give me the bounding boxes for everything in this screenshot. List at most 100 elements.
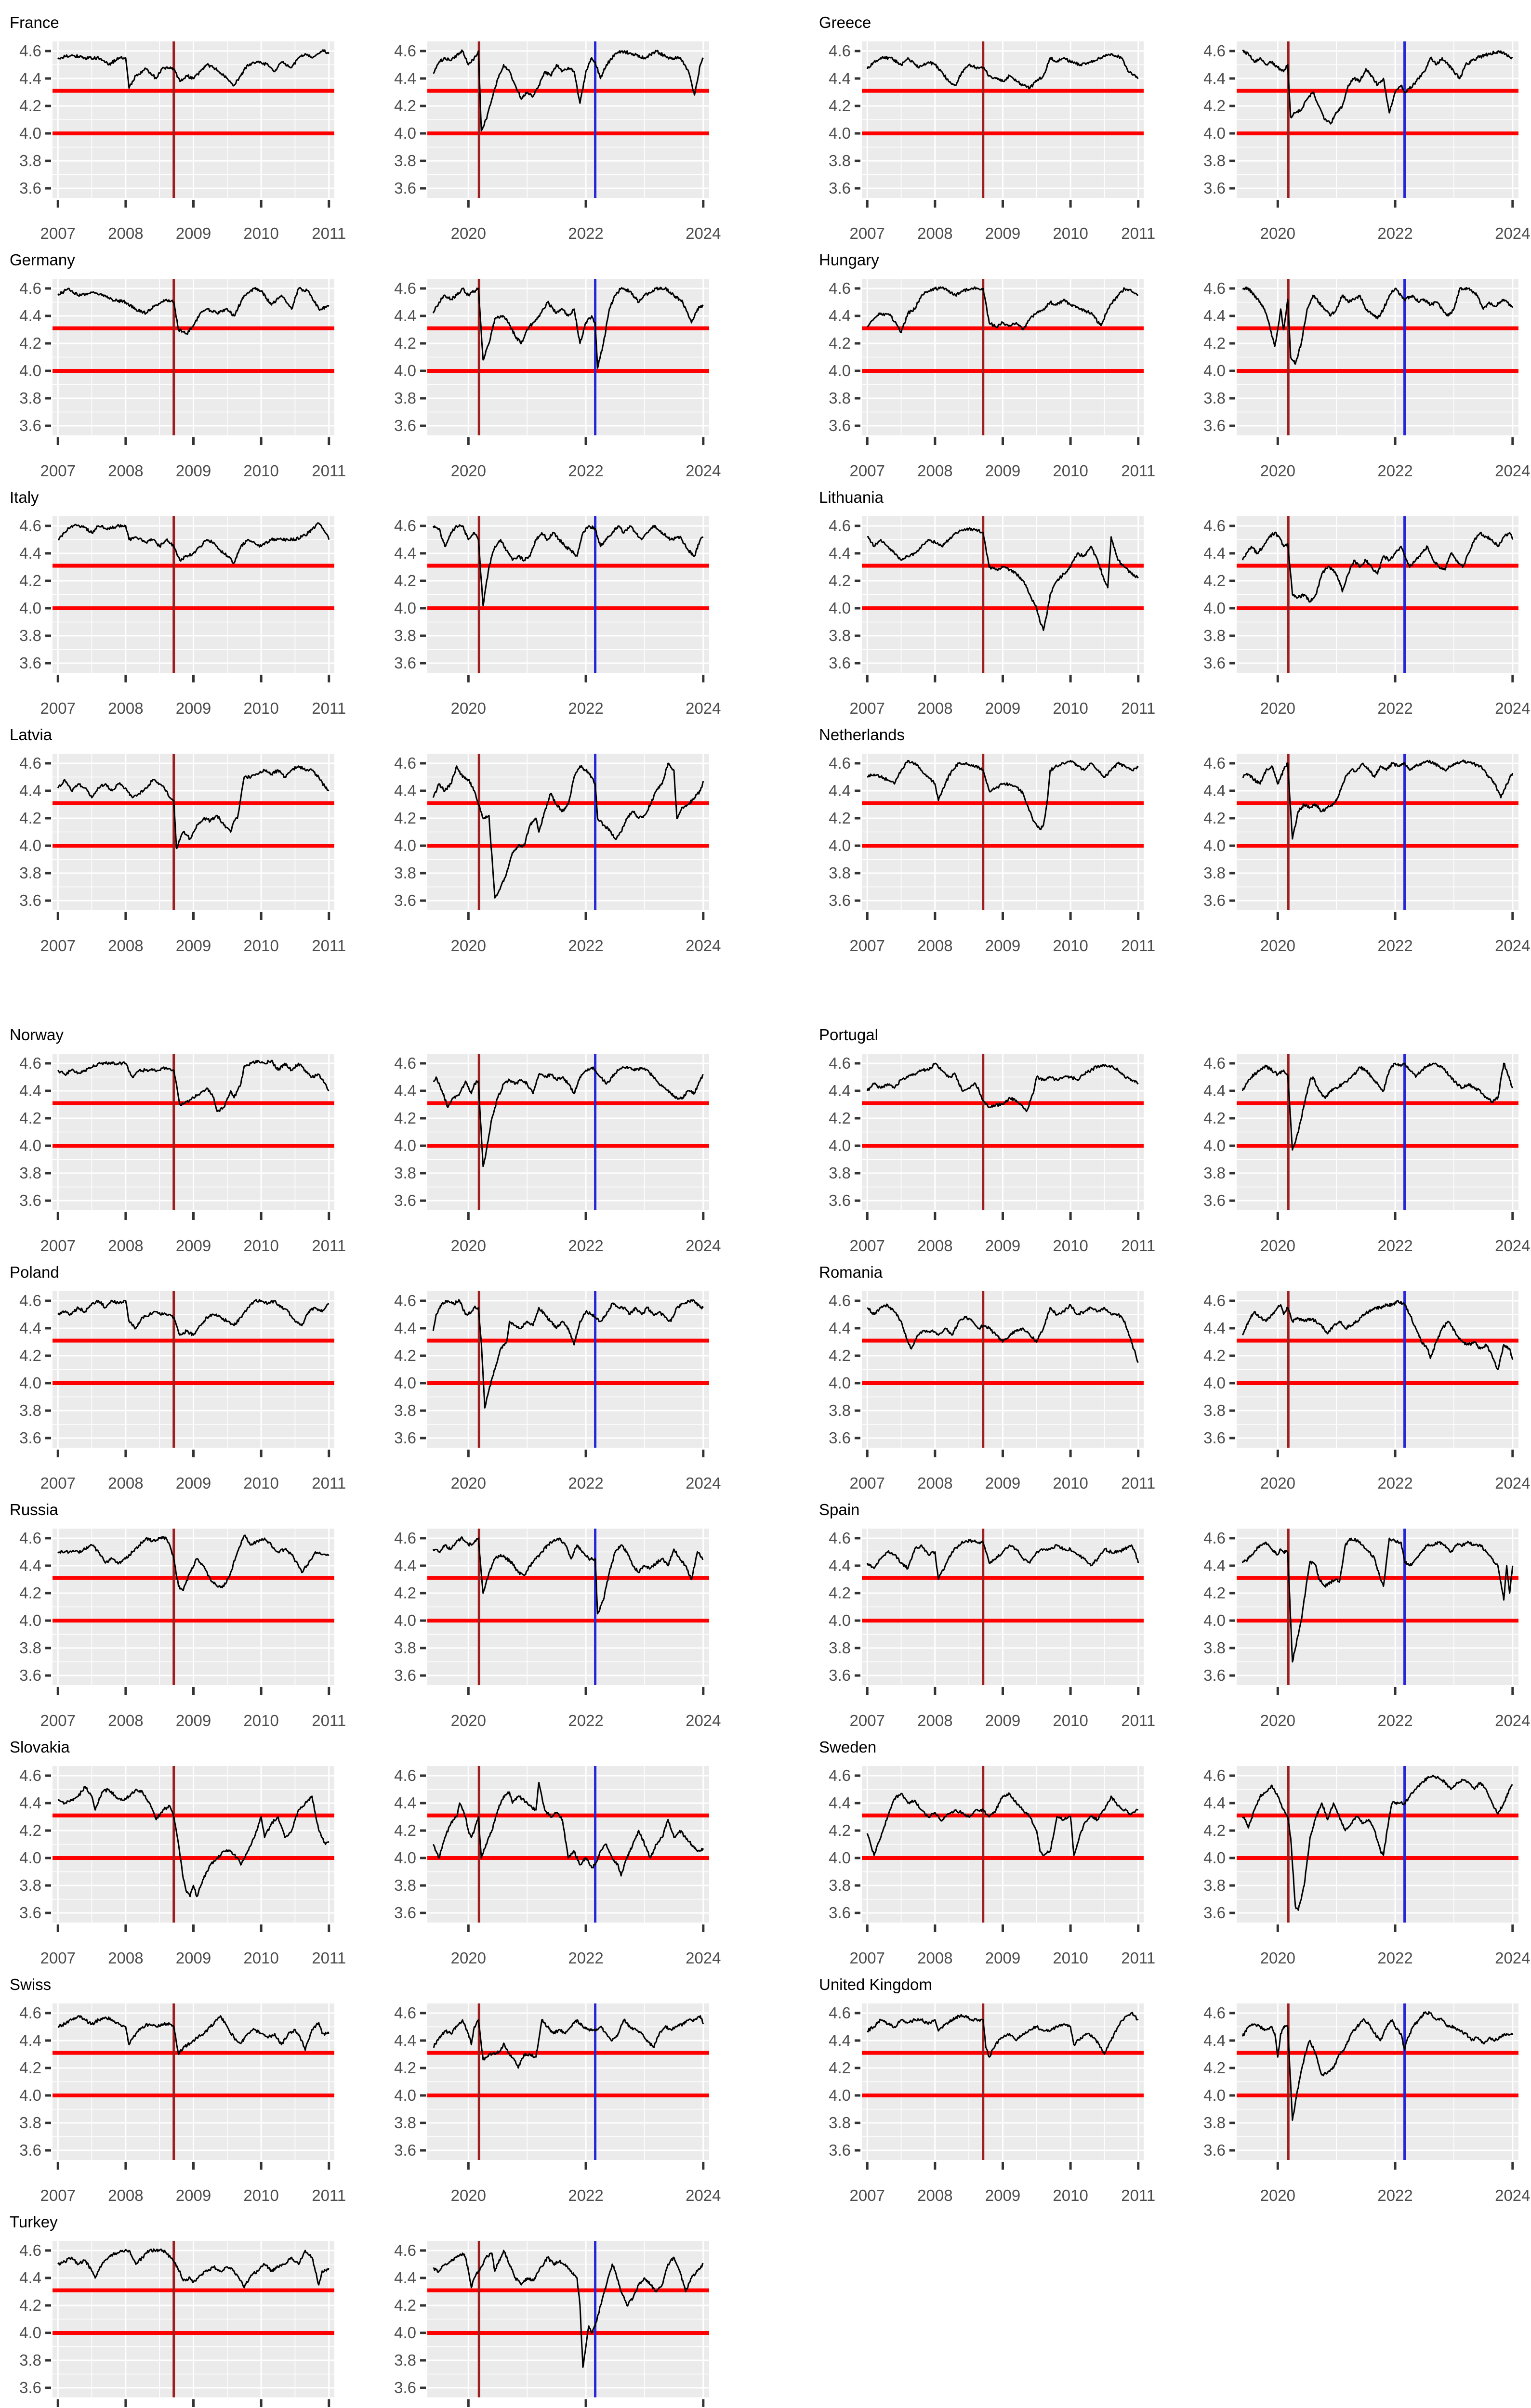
y-axis-label: 4.4 (19, 1082, 41, 1099)
y-axis-label: 3.8 (829, 1876, 851, 1894)
country-block: Hungary 3.6 3.8 4.0 4.2 4.4 4.6 2007 2008 2009 20… (816, 251, 1531, 484)
y-axis-label: 4.6 (829, 754, 851, 772)
country-panels: 3.6 3.8 4.0 4.2 4.4 4.6 2007 2008 2009 2010 2011 3… (7, 1998, 721, 2208)
line-chart-2007-2011: 3.6 3.8 4.0 4.2 4.4 4.6 2007 2008 2009 2010 2011 (19, 41, 346, 242)
x-axis-label: 2010 (1053, 1712, 1088, 1729)
line-chart-2019-2024: 3.6 3.8 4.0 4.2 4.4 4.6 2020 2022 2024 (1203, 516, 1531, 717)
y-axis-label: 4.4 (394, 307, 416, 325)
chart-panel-2019-2024: 3.6 3.8 4.0 4.2 4.4 4.6 2020 2022 2024 (1191, 1998, 1531, 2208)
line-chart-2019-2024: 3.6 3.8 4.0 4.2 4.4 4.6 2020 2022 2024 (1203, 1054, 1531, 1255)
y-axis-label: 4.4 (394, 2269, 416, 2287)
y-axis-label: 4.6 (394, 2241, 416, 2259)
series-line (432, 287, 704, 369)
x-axis-label: 2011 (1121, 2186, 1155, 2204)
x-axis-label: 2024 (686, 1474, 721, 1492)
x-axis-label: 2020 (1260, 1474, 1295, 1492)
country-title: Russia (10, 1501, 58, 1518)
country-title: France (10, 13, 59, 31)
x-axis-label: 2010 (243, 699, 278, 717)
y-axis-label: 4.4 (1203, 1082, 1226, 1099)
y-axis-label: 3.8 (19, 1164, 41, 1182)
y-axis-label: 4.2 (829, 334, 851, 352)
y-axis-label: 3.6 (394, 1191, 416, 1209)
x-axis-label: 2022 (1377, 937, 1412, 955)
x-axis-label: 2009 (985, 224, 1020, 242)
y-axis-label: 4.2 (19, 1347, 41, 1364)
series-line (867, 527, 1139, 631)
chart-panel-2019-2024: 3.6 3.8 4.0 4.2 4.4 4.6 2020 2022 2024 (1191, 1760, 1531, 1971)
y-axis-label: 3.6 (1203, 1191, 1226, 1209)
y-axis-label: 4.4 (394, 1319, 416, 1337)
x-axis-label: 2009 (985, 2186, 1020, 2204)
y-axis-label: 4.0 (829, 837, 851, 854)
y-axis-label: 4.2 (829, 1109, 851, 1127)
country-title: Spain (819, 1501, 860, 1518)
y-axis-label: 4.6 (1203, 1292, 1226, 1309)
y-axis-label: 3.6 (394, 2379, 416, 2396)
y-axis-label: 3.6 (1203, 1904, 1226, 1922)
series-line (57, 287, 330, 335)
x-axis-label: 2009 (985, 699, 1020, 717)
series-line (57, 2248, 330, 2289)
country-panels: 3.6 3.8 4.0 4.2 4.4 4.6 2007 2008 2009 2010 2011 3… (816, 1285, 1531, 1496)
x-axis-label: 2007 (40, 2186, 76, 2204)
y-axis-label: 4.4 (19, 69, 41, 87)
y-axis-label: 3.8 (19, 2114, 41, 2132)
y-axis-label: 3.8 (1203, 627, 1226, 644)
row-spacer (7, 963, 1524, 1021)
y-axis-label: 4.4 (394, 782, 416, 799)
y-axis-label: 3.8 (1203, 1164, 1226, 1182)
line-chart-2019-2024: 3.6 3.8 4.0 4.2 4.4 4.6 2020 2022 2024 (394, 1529, 721, 1729)
y-axis-label: 3.6 (1203, 1666, 1226, 1684)
x-axis-label: 2010 (243, 224, 278, 242)
y-axis-label: 3.8 (1203, 152, 1226, 170)
country-block: Slovakia 3.6 3.8 4.0 4.2 4.4 4.6 2007 2008 2009 2… (7, 1738, 721, 1971)
x-axis-label: 2022 (568, 462, 603, 480)
x-axis-label: 2022 (1377, 1237, 1412, 1255)
y-axis-label: 4.6 (19, 1054, 41, 1072)
chart-panel-2019-2024: 3.6 3.8 4.0 4.2 4.4 4.6 2020 2022 2024 (382, 510, 721, 721)
country-panels: 3.6 3.8 4.0 4.2 4.4 4.6 2007 2008 2009 2010 2011 3… (7, 1760, 721, 1971)
x-axis-label: 2011 (312, 1474, 346, 1492)
y-axis-label: 4.0 (1203, 1374, 1226, 1392)
country-block: Turkey 3.63.84.04.24.44.6200720082009201… (7, 2213, 715, 2408)
series-line (432, 524, 704, 606)
y-axis-label: 3.8 (394, 1639, 416, 1657)
series-line (433, 1065, 704, 1167)
line-chart-2007-2011: 3.6 3.8 4.0 4.2 4.4 4.6 2007 2008 2009 2010 2011 (829, 1054, 1155, 1255)
y-axis-label: 4.2 (394, 1347, 416, 1364)
x-axis-label: 2011 (312, 1237, 346, 1255)
y-axis-label: 4.4 (1203, 69, 1226, 87)
y-axis-label: 4.4 (19, 1319, 41, 1337)
y-axis-label: 4.6 (19, 1767, 41, 1784)
y-axis-label: 4.4 (19, 2031, 41, 2049)
y-axis-label: 4.2 (394, 1109, 416, 1127)
y-axis-label: 3.6 (1203, 2141, 1226, 2159)
chart-panel-2007-2011: 3.6 3.8 4.0 4.2 4.4 4.6 2007 2008 2009 2010 2011 (7, 510, 346, 721)
line-chart-2007-2011: 3.6 3.8 4.0 4.2 4.4 4.6 2007 2008 2009 2010 2011 (829, 2003, 1155, 2204)
x-axis-label: 2008 (917, 2186, 952, 2204)
x-axis-label: 2008 (108, 1237, 143, 1255)
series-line (432, 1781, 704, 1877)
y-axis-label: 4.0 (19, 2086, 41, 2104)
y-axis-label: 4.6 (394, 517, 416, 535)
x-axis-label: 2009 (176, 937, 211, 955)
y-axis-label: 4.0 (19, 362, 41, 380)
y-axis-label: 4.2 (19, 1109, 41, 1127)
y-axis-label: 3.8 (829, 1639, 851, 1657)
x-axis-label: 2022 (1377, 1474, 1412, 1492)
chart-panel-2019-2024: 3.6 3.8 4.0 4.2 4.4 4.6 2020 2022 2024 (1191, 1523, 1531, 1733)
y-axis-label: 4.4 (19, 307, 41, 325)
y-axis-label: 3.6 (394, 2141, 416, 2159)
chart-panel-2019-2024: 3.6 3.8 4.0 4.2 4.4 4.6 2020 2022 2024 (382, 1048, 721, 1258)
x-axis-label: 2009 (176, 1237, 211, 1255)
line-chart-2007-2011: 3.6 3.8 4.0 4.2 4.4 4.6 2007 2008 2009 2010 2011 (19, 1766, 346, 1967)
y-axis-label: 4.6 (1203, 754, 1226, 772)
line-chart-2019-2024: 3.6 3.8 4.0 4.2 4.4 4.6 2020 2022 2024 (1203, 754, 1531, 955)
country-block: Norway 3.6 3.8 4.0 4.2 4.4 4.6 2007 2008 2009 201… (7, 1026, 721, 1258)
line-chart-2019-2024: 3.6 3.8 4.0 4.2 4.4 4.6 2020 2022 2024 (1203, 279, 1531, 480)
x-axis-label: 2024 (686, 1949, 721, 1967)
chart-panel-2019-2024: 3.6 3.8 4.0 4.2 4.4 4.6 2020 2022 2024 (382, 1285, 721, 1496)
y-axis-label: 3.8 (19, 2351, 41, 2369)
chart-panel-2007-2011: 3.6 3.8 4.0 4.2 4.4 4.6 2007 2008 2009 2010 2011 (7, 1285, 346, 1496)
